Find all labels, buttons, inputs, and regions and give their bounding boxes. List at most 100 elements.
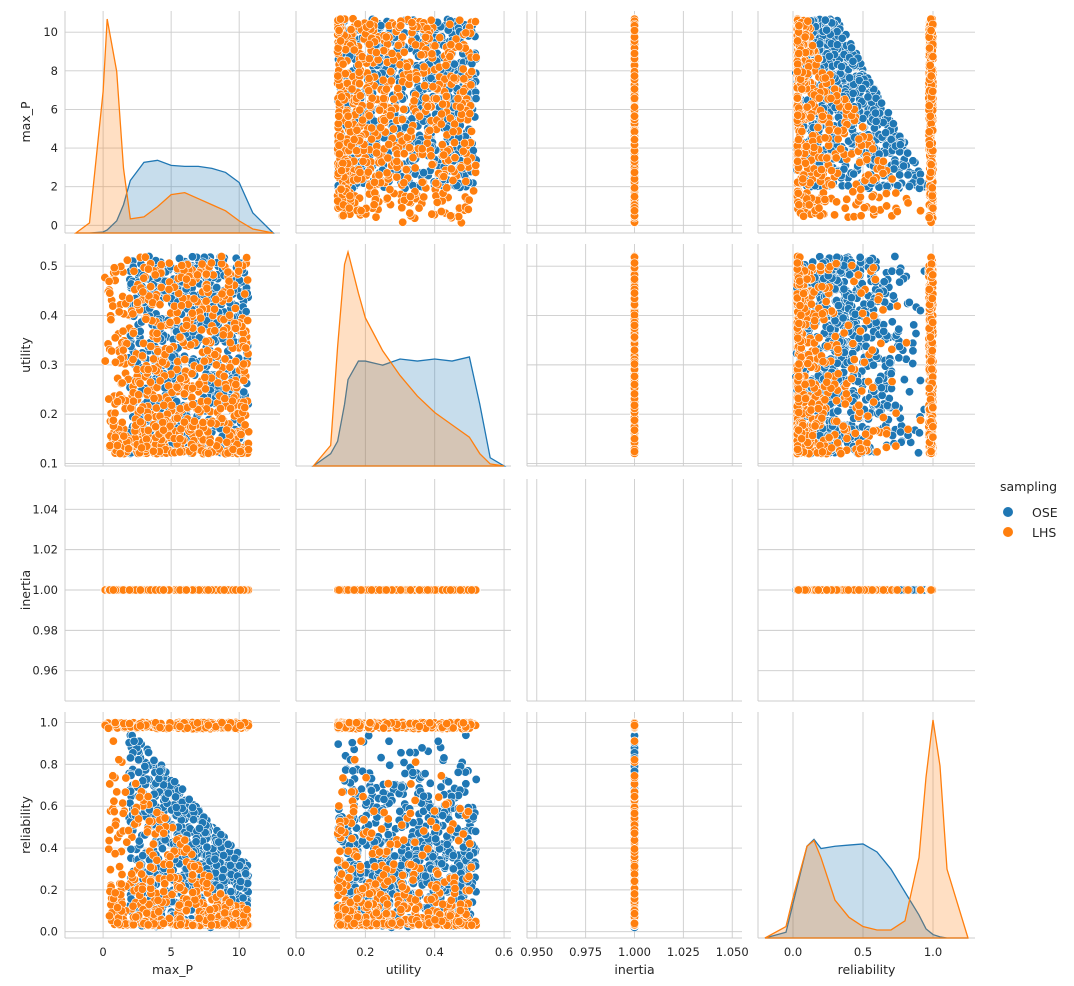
point-lhs [435,33,445,43]
point-lhs [453,94,463,104]
point-lhs [401,165,411,175]
point-lhs [334,111,344,121]
point-lhs [830,210,840,220]
point-lhs [455,15,465,25]
ylabel-max_P: max_P [18,101,33,142]
point-lhs [427,160,437,170]
point-lhs [792,67,802,77]
point-lhs [854,134,864,144]
point-lhs [629,111,639,121]
point-lhs [867,192,877,202]
point-lhs [802,102,812,112]
point-lhs [629,84,639,94]
point-lhs [423,102,433,112]
point-lhs [393,40,403,50]
point-lhs [842,194,852,204]
point-lhs [355,91,365,101]
point-lhs [813,54,823,64]
point-lhs [367,123,377,133]
point-lhs [797,84,807,94]
point-lhs [629,93,639,103]
point-lhs [462,156,472,166]
point-lhs [417,144,427,154]
point-ose [883,108,893,118]
point-lhs [383,153,393,163]
point-lhs [334,140,344,150]
point-lhs [833,126,843,136]
point-lhs [463,204,473,214]
point-lhs [794,135,804,145]
point-lhs [369,200,379,210]
point-lhs [887,174,897,184]
point-lhs [392,156,402,166]
point-lhs [868,144,878,154]
point-lhs [439,150,449,160]
point-lhs [428,82,438,92]
point-lhs [399,47,409,57]
point-lhs [927,183,937,193]
point-ose [893,181,903,191]
point-ose [881,128,891,138]
point-lhs [388,124,398,134]
point-lhs [333,119,343,129]
point-lhs [467,126,477,136]
point-ose [895,140,905,150]
point-lhs [340,69,350,79]
point-lhs [343,111,353,121]
point-lhs [371,48,381,58]
point-lhs [928,86,938,96]
point-lhs [814,203,824,213]
point-lhs [349,135,359,145]
point-ose [877,98,887,108]
point-lhs [402,62,412,72]
point-lhs [928,52,938,62]
point-lhs [354,67,364,77]
point-lhs [826,93,836,103]
point-ose [419,168,429,178]
point-lhs [381,32,391,42]
point-lhs [338,59,348,69]
point-lhs [925,43,935,53]
pairplot-panels: 0246810max_P0.10.20.30.40.5utility0.960.… [18,11,975,977]
point-lhs [335,14,345,24]
point-lhs [367,93,377,103]
point-lhs [436,207,446,217]
point-lhs [341,45,351,55]
point-lhs [817,111,827,121]
point-lhs [793,110,803,120]
point-ose [849,169,859,179]
point-lhs [848,187,858,197]
point-ose [903,170,913,180]
point-lhs [925,60,935,70]
points-lhs [629,14,639,228]
point-lhs [398,32,408,42]
point-lhs [629,183,639,193]
ytick-label: 6 [51,102,58,116]
point-lhs [629,102,639,112]
point-lhs [459,74,469,84]
panel-max_P-vs-utility [295,11,511,234]
point-lhs [446,164,456,174]
point-lhs [417,177,427,187]
point-lhs [411,40,421,50]
point-lhs [629,192,639,202]
point-lhs [367,134,377,144]
point-lhs [926,167,936,177]
point-lhs [372,148,382,158]
ytick-label: 0 [51,218,58,232]
point-lhs [427,209,437,219]
point-lhs [832,197,842,207]
point-lhs [345,191,355,201]
point-lhs [399,149,409,159]
point-lhs [382,193,392,203]
point-ose [820,15,830,25]
panel-max_P-vs-reliability [757,11,975,234]
point-lhs [386,67,396,77]
point-lhs [471,52,481,62]
point-ose [832,40,842,50]
point-ose [857,84,867,94]
point-lhs [878,156,888,166]
point-lhs [405,192,415,202]
